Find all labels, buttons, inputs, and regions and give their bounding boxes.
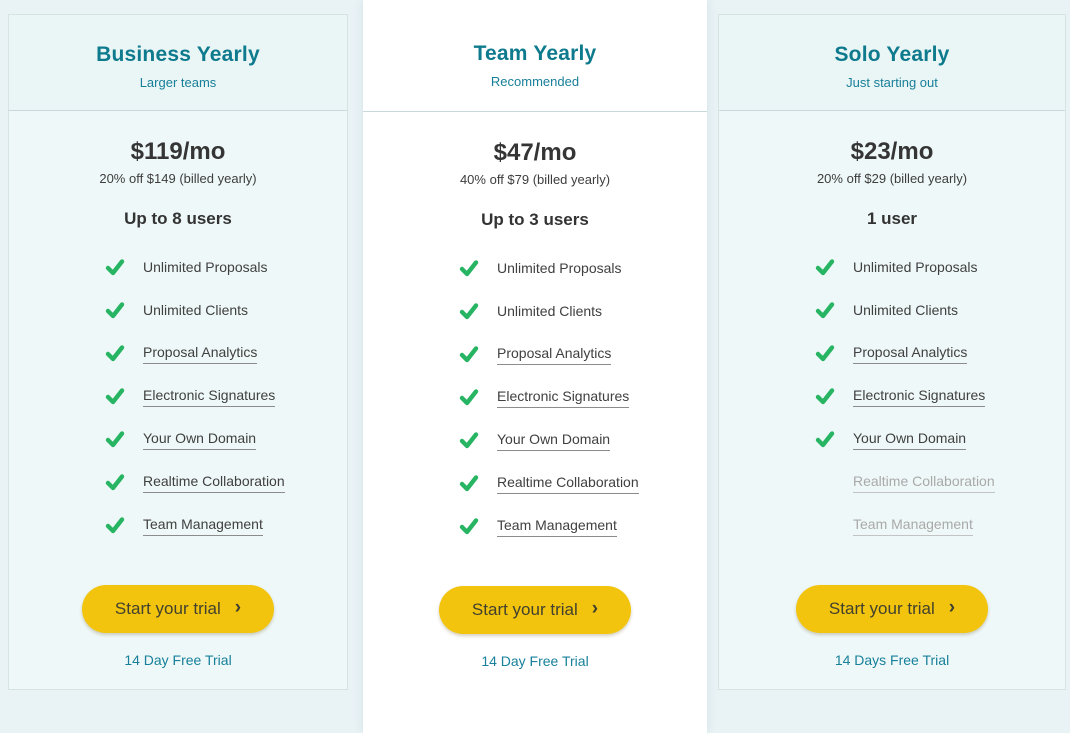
feature-label: Unlimited Proposals <box>143 259 268 275</box>
feature-label-link[interactable]: Team Management <box>497 516 617 537</box>
feature-row: Realtime Collaboration <box>105 472 347 493</box>
feature-row: Unlimited Clients <box>459 301 707 321</box>
plan-price: $23/mo <box>850 138 934 165</box>
feature-row: Proposal Analytics <box>815 343 1065 364</box>
feature-label-link[interactable]: Team Management <box>853 515 973 536</box>
chevron-right-icon: › <box>591 598 599 619</box>
feature-label-link[interactable]: Realtime Collaboration <box>853 472 995 493</box>
check-icon <box>459 387 479 407</box>
feature-label-link[interactable]: Proposal Analytics <box>143 343 258 364</box>
check-icon <box>105 515 125 535</box>
pricing-card-team: Team Yearly Recommended $47/mo 40% off $… <box>363 0 707 733</box>
feature-label-link[interactable]: Proposal Analytics <box>497 344 612 365</box>
feature-row-disabled: Team Management <box>815 515 1065 536</box>
feature-list: Unlimited Proposals Unlimited Clients Pr… <box>719 257 1065 536</box>
check-icon <box>459 258 479 278</box>
feature-row-disabled: Realtime Collaboration <box>815 472 1065 493</box>
pricing-card-solo: Solo Yearly Just starting out $23/mo 20%… <box>718 14 1066 690</box>
chevron-right-icon: › <box>948 597 956 618</box>
feature-row: Unlimited Proposals <box>105 257 347 277</box>
feature-row: Realtime Collaboration <box>459 473 707 494</box>
feature-label-link[interactable]: Proposal Analytics <box>853 343 968 364</box>
check-icon <box>815 343 835 363</box>
feature-label-link[interactable]: Electronic Signatures <box>497 387 630 408</box>
start-trial-label: Start your trial <box>828 599 935 618</box>
check-icon <box>815 300 835 320</box>
card-header: Business Yearly Larger teams <box>9 15 347 111</box>
feature-row: Your Own Domain <box>815 429 1065 450</box>
plan-user-limit: 1 user <box>866 209 918 228</box>
feature-label: Unlimited Clients <box>853 302 959 318</box>
feature-label-link[interactable]: Realtime Collaboration <box>497 473 639 494</box>
feature-row: Electronic Signatures <box>815 386 1065 407</box>
check-icon <box>105 343 125 363</box>
feature-label-link[interactable]: Team Management <box>143 515 263 536</box>
check-icon <box>459 344 479 364</box>
plan-title: Team Yearly <box>473 42 597 65</box>
start-trial-label: Start your trial <box>471 600 578 619</box>
check-icon <box>815 429 835 449</box>
check-icon <box>105 386 125 406</box>
feature-row: Team Management <box>105 515 347 536</box>
start-trial-label: Start your trial <box>114 599 221 618</box>
check-icon <box>105 300 125 320</box>
feature-row: Electronic Signatures <box>459 387 707 408</box>
feature-label: Unlimited Proposals <box>853 259 978 275</box>
plan-title: Solo Yearly <box>834 43 950 66</box>
feature-row: Proposal Analytics <box>105 343 347 364</box>
plan-subtitle: Recommended <box>490 74 580 89</box>
feature-list: Unlimited Proposals Unlimited Clients Pr… <box>363 258 707 537</box>
check-icon <box>815 386 835 406</box>
feature-row: Unlimited Proposals <box>459 258 707 278</box>
plan-subtitle: Larger teams <box>139 75 217 90</box>
feature-row: Unlimited Clients <box>815 300 1065 320</box>
trial-note: 14 Days Free Trial <box>834 652 950 668</box>
feature-list: Unlimited Proposals Unlimited Clients Pr… <box>9 257 347 536</box>
check-icon <box>105 257 125 277</box>
check-icon <box>459 430 479 450</box>
feature-row: Proposal Analytics <box>459 344 707 365</box>
check-icon <box>105 429 125 449</box>
card-header: Team Yearly Recommended <box>363 0 707 112</box>
feature-row: Your Own Domain <box>459 430 707 451</box>
start-trial-button[interactable]: Start your trial › <box>82 585 274 633</box>
pricing-card-business: Business Yearly Larger teams $119/mo 20%… <box>8 14 348 690</box>
check-icon <box>105 472 125 492</box>
start-trial-button[interactable]: Start your trial › <box>796 585 988 633</box>
check-icon <box>815 257 835 277</box>
card-header: Solo Yearly Just starting out <box>719 15 1065 111</box>
start-trial-button[interactable]: Start your trial › <box>439 586 631 634</box>
feature-row: Electronic Signatures <box>105 386 347 407</box>
plan-price: $47/mo <box>493 139 577 166</box>
feature-label-link[interactable]: Your Own Domain <box>853 429 967 450</box>
chevron-right-icon: › <box>234 597 242 618</box>
plan-discount: 20% off $149 (billed yearly) <box>99 171 257 186</box>
feature-row: Unlimited Clients <box>105 300 347 320</box>
check-icon <box>459 473 479 493</box>
trial-note: 14 Day Free Trial <box>481 653 589 669</box>
check-icon <box>459 516 479 536</box>
feature-label-link[interactable]: Electronic Signatures <box>853 386 986 407</box>
plan-title: Business Yearly <box>96 43 260 66</box>
check-icon <box>459 301 479 321</box>
feature-label: Unlimited Clients <box>497 303 603 319</box>
feature-row: Your Own Domain <box>105 429 347 450</box>
feature-label-link[interactable]: Your Own Domain <box>143 429 257 450</box>
feature-row: Unlimited Proposals <box>815 257 1065 277</box>
feature-row: Team Management <box>459 516 707 537</box>
plan-discount: 40% off $79 (billed yearly) <box>459 172 611 187</box>
trial-note: 14 Day Free Trial <box>124 652 232 668</box>
plan-price: $119/mo <box>130 138 226 165</box>
plan-user-limit: Up to 3 users <box>481 210 589 229</box>
feature-label-link[interactable]: Your Own Domain <box>497 430 611 451</box>
feature-label: Unlimited Clients <box>143 302 249 318</box>
feature-label-link[interactable]: Electronic Signatures <box>143 386 276 407</box>
plan-subtitle: Just starting out <box>846 75 938 90</box>
feature-label: Unlimited Proposals <box>497 260 622 276</box>
feature-label-link[interactable]: Realtime Collaboration <box>143 472 285 493</box>
plan-user-limit: Up to 8 users <box>124 209 232 228</box>
plan-discount: 20% off $29 (billed yearly) <box>816 171 968 186</box>
